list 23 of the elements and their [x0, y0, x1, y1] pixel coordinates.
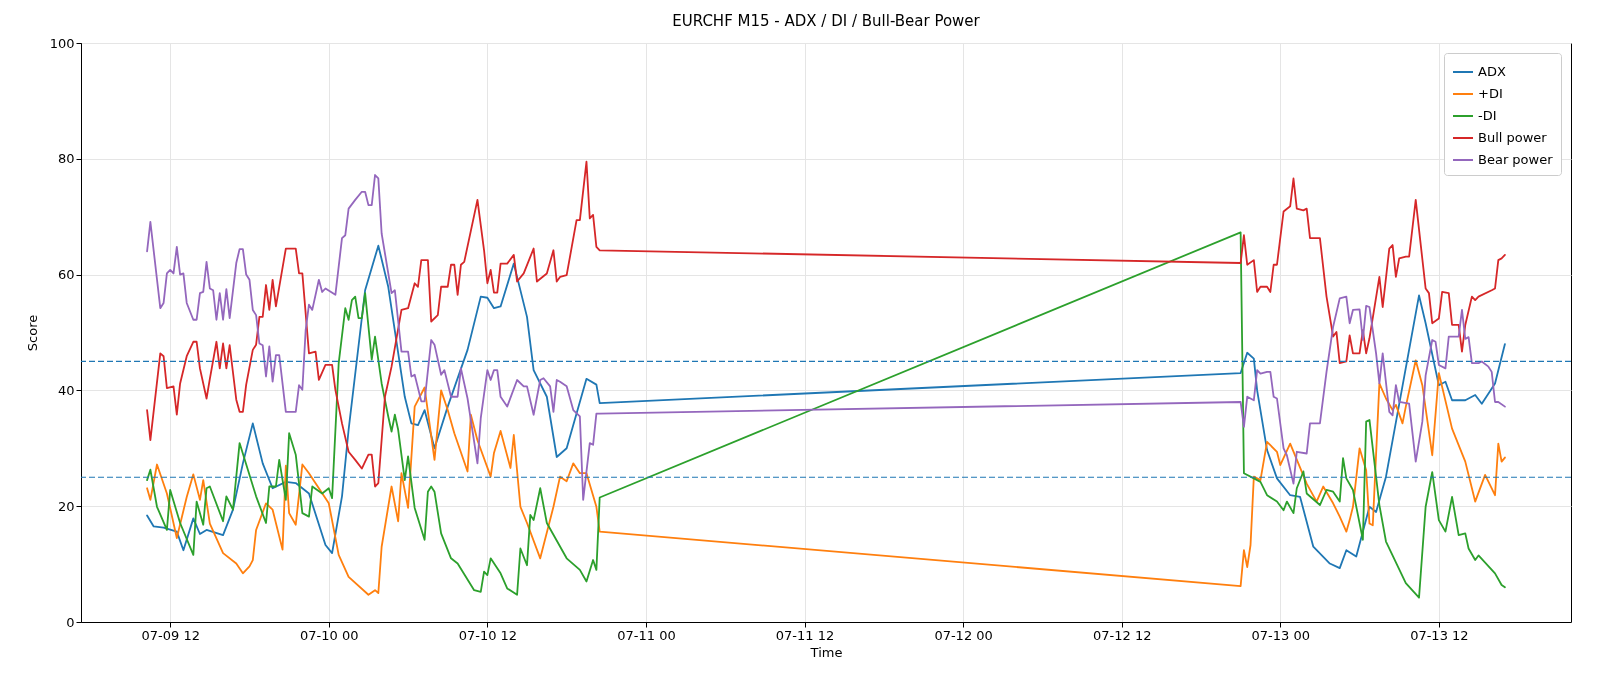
y-tick-label: 60	[57, 267, 75, 283]
chart-title: EURCHF M15 - ADX / DI / Bull-Bear Power	[672, 12, 981, 30]
legend-label: Bull power	[1478, 130, 1548, 145]
legend-label: Bear power	[1478, 152, 1554, 167]
x-tick-label: 07-10 00	[300, 627, 359, 643]
y-tick-label: 100	[49, 35, 75, 51]
y-tick-label: 40	[57, 382, 75, 398]
x-tick-label: 07-11 00	[617, 627, 676, 643]
x-axis-title: Time	[809, 644, 843, 660]
x-tick-label: 07-13 12	[1410, 627, 1469, 643]
x-tick-label: 07-10 12	[458, 627, 518, 643]
x-tick-label: 07-13 00	[1251, 627, 1310, 643]
x-tick-label: 07-12 00	[934, 627, 993, 643]
legend-label: ADX	[1478, 64, 1506, 79]
y-tick-label: 20	[57, 498, 75, 514]
x-tick-label: 07-09 12	[141, 627, 200, 643]
x-tick-label: 07-12 12	[1092, 627, 1152, 643]
y-tick-label: 80	[57, 151, 75, 167]
legend-label: +DI	[1478, 86, 1503, 101]
legend-label: -DI	[1478, 108, 1497, 123]
y-axis-title: Score	[24, 314, 40, 352]
x-tick-label: 07-11 12	[775, 627, 835, 643]
y-tick-label: 0	[66, 614, 75, 630]
